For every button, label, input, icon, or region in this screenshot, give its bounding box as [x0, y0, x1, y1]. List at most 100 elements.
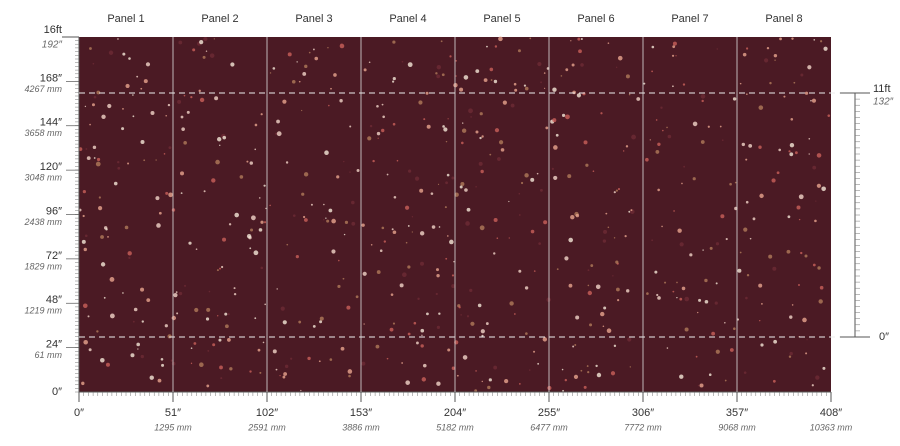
speckle [347, 369, 353, 374]
speckle [407, 225, 410, 227]
speckle [555, 133, 559, 137]
speckle [146, 298, 151, 303]
speckle [199, 362, 204, 368]
speckle [130, 353, 135, 358]
speckle [595, 364, 598, 368]
speckle [100, 235, 104, 239]
speckle [140, 140, 145, 145]
speckle [381, 128, 385, 133]
speckle [583, 140, 588, 145]
speckle [132, 320, 135, 323]
speckle [523, 84, 527, 87]
speckle [167, 334, 172, 339]
speckle [149, 375, 154, 380]
speckle [84, 105, 87, 108]
speckle [301, 109, 303, 112]
speckle [356, 168, 360, 172]
speckle [655, 119, 658, 121]
speckle [789, 351, 793, 356]
speckle [560, 75, 563, 77]
speckle [205, 50, 208, 52]
speckle [436, 74, 441, 79]
speckle [307, 356, 311, 361]
speckle [445, 257, 448, 260]
speckle [613, 344, 617, 348]
speckle [413, 321, 417, 325]
speckle [103, 296, 106, 299]
speckle [279, 375, 281, 377]
speckle [222, 135, 227, 140]
speckle [544, 87, 546, 89]
speckle [263, 221, 267, 224]
speckle [328, 104, 330, 107]
speckle [789, 315, 793, 319]
speckle [758, 283, 763, 288]
speckle [481, 334, 484, 337]
speckle [636, 97, 641, 101]
speckle [791, 304, 794, 306]
speckle [813, 39, 816, 41]
speckle [487, 385, 491, 390]
speckle [291, 79, 296, 84]
speckle [537, 61, 542, 67]
speckle [630, 209, 633, 212]
speckle [233, 287, 236, 290]
speckle [530, 229, 535, 234]
speckle [700, 94, 706, 99]
speckle [216, 315, 219, 317]
speckle [324, 150, 329, 156]
speckle [160, 357, 164, 361]
speckle [327, 47, 329, 49]
speckle [393, 195, 397, 199]
speckle [314, 56, 319, 61]
speckle [435, 72, 438, 75]
speckle [323, 203, 325, 206]
speckle [585, 163, 589, 167]
speckle [800, 251, 803, 255]
speckle [475, 69, 480, 74]
speckle [819, 285, 824, 290]
speckle [82, 303, 88, 309]
speckle [493, 79, 498, 84]
speckle [508, 237, 510, 239]
speckle [122, 107, 124, 110]
speckle [282, 320, 287, 325]
speckle [684, 296, 690, 302]
speckle [246, 160, 249, 163]
ruler-label: 408″ [820, 407, 842, 419]
speckle [524, 86, 529, 91]
ruler-mm: 2438 mm [23, 217, 62, 227]
speckle [319, 316, 324, 321]
speckle [199, 40, 204, 45]
speckle [651, 239, 654, 242]
speckle [486, 45, 488, 48]
speckle [692, 177, 696, 181]
ruler-mm: 9068 mm [718, 422, 756, 432]
speckle [176, 312, 179, 315]
speckle [724, 379, 727, 382]
speckle [502, 100, 507, 105]
speckle [504, 378, 509, 384]
panel-label: Panel 7 [671, 13, 708, 25]
speckle [318, 360, 321, 363]
speckle [85, 148, 88, 150]
speckle [339, 99, 343, 103]
speckle [565, 114, 570, 120]
speckle [283, 372, 288, 376]
speckle [437, 183, 440, 185]
speckle [704, 278, 708, 283]
speckle [489, 153, 492, 156]
speckle [470, 116, 472, 118]
speckle [533, 350, 536, 353]
speckle [565, 68, 569, 72]
speckle [788, 355, 792, 358]
speckle [92, 62, 95, 65]
speckle [587, 371, 590, 374]
speckle [745, 296, 748, 300]
speckle [805, 352, 808, 355]
speckle [107, 236, 109, 238]
speckle [479, 225, 485, 231]
speckle [626, 289, 630, 293]
speckle [714, 301, 718, 305]
speckle [749, 237, 752, 240]
